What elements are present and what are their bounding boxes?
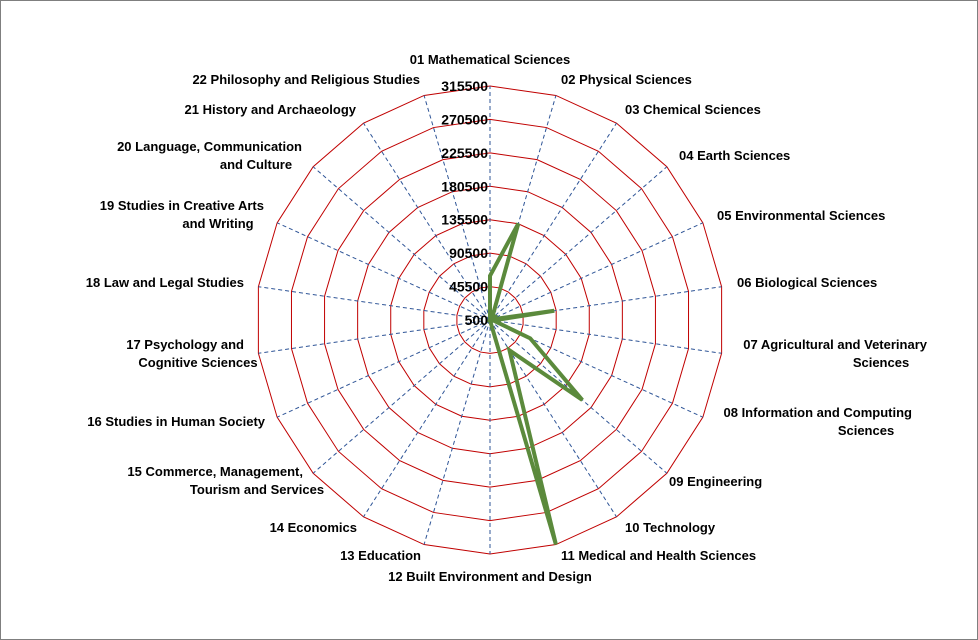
spoke-line bbox=[363, 122, 491, 321]
category-label: 22 Philosophy and Religious Studies bbox=[192, 72, 420, 87]
tick-label: 500 bbox=[465, 312, 489, 328]
category-label: 05 Environmental Sciences bbox=[717, 208, 885, 223]
category-label: 20 Language, Communication and Culture bbox=[117, 139, 302, 172]
tick-label: 180500 bbox=[441, 178, 488, 194]
tick-label: 45500 bbox=[449, 279, 488, 295]
spoke-line bbox=[276, 319, 491, 418]
tick-label: 90500 bbox=[449, 245, 488, 261]
tick-label: 135500 bbox=[441, 212, 488, 228]
spoke-line bbox=[489, 166, 668, 321]
category-label: 16 Studies in Human Society bbox=[87, 414, 265, 429]
category-label: 18 Law and Legal Studies bbox=[86, 275, 244, 290]
spoke-line bbox=[423, 95, 491, 321]
spoke-line bbox=[312, 319, 491, 474]
series-line bbox=[485, 222, 584, 546]
grid-ring bbox=[290, 118, 690, 522]
category-label: 03 Chemical Sciences bbox=[625, 102, 761, 117]
grid-ring bbox=[324, 152, 656, 488]
spoke-line bbox=[363, 319, 491, 518]
tick-label: 315500 bbox=[441, 78, 488, 94]
category-label: 09 Engineering bbox=[669, 474, 762, 489]
spoke-line bbox=[423, 319, 491, 545]
category-label: 14 Economics bbox=[270, 520, 357, 535]
tick-label: 270500 bbox=[441, 111, 488, 127]
category-label: 13 Education bbox=[340, 548, 421, 563]
tick-label: 225500 bbox=[441, 145, 488, 161]
series-layer bbox=[485, 222, 584, 546]
spoke-line bbox=[489, 122, 617, 321]
spoke-line bbox=[489, 222, 704, 321]
spoke-line bbox=[489, 319, 668, 474]
category-label: 12 Built Environment and Design bbox=[388, 569, 592, 584]
category-label: 11 Medical and Health Sciences bbox=[561, 548, 756, 563]
category-label: 07 Agricultural and Veterinary Sciences bbox=[743, 337, 928, 370]
category-label: 17 Psychology and Cognitive Sciences bbox=[126, 337, 257, 370]
category-label: 21 History and Archaeology bbox=[185, 102, 357, 117]
spoke-line bbox=[276, 222, 491, 321]
category-label: 06 Biological Sciences bbox=[737, 275, 877, 290]
category-label-layer: 01 Mathematical Sciences 02 Physical Scie… bbox=[86, 52, 928, 584]
category-label: 02 Physical Sciences bbox=[561, 72, 692, 87]
category-label: 01 Mathematical Sciences bbox=[410, 52, 570, 67]
spoke-line bbox=[258, 319, 491, 354]
tick-label-layer: 500 45500 90500 135500 180500 225500 270500 315… bbox=[441, 78, 488, 328]
spoke-line bbox=[312, 166, 491, 321]
category-label: 04 Earth Sciences bbox=[679, 148, 790, 163]
category-label: 19 Studies in Creative Arts and Writing bbox=[100, 198, 264, 231]
category-label: 10 Technology bbox=[625, 520, 716, 535]
category-label: 08 Information and Computing Sciences bbox=[724, 405, 913, 438]
category-label: 15 Commerce, Management, Tourism and Serv… bbox=[127, 464, 324, 497]
grid-ring bbox=[456, 286, 524, 354]
